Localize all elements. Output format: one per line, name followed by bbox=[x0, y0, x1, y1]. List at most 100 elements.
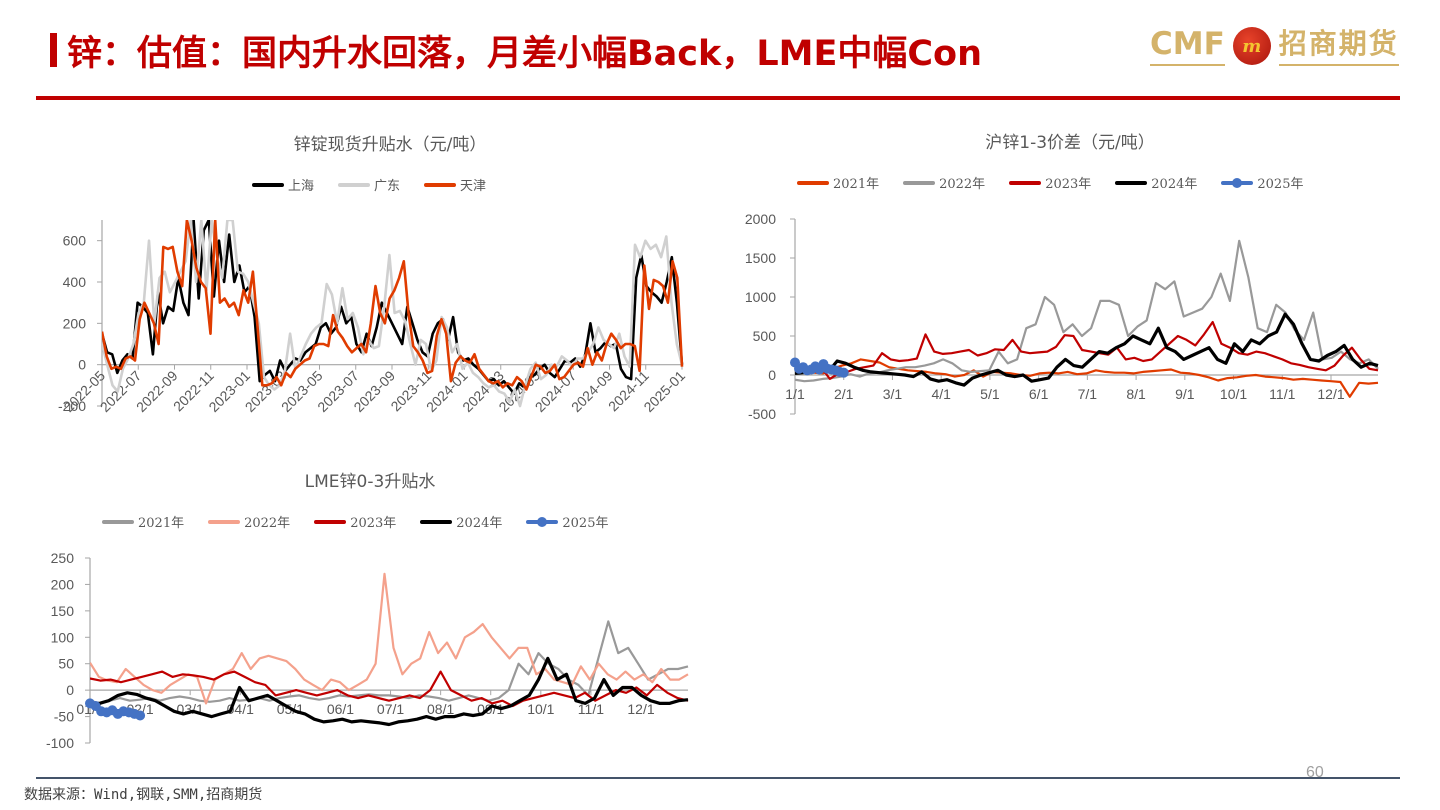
y-tick-label: 1000 bbox=[745, 289, 776, 305]
y-tick-label: -500 bbox=[748, 406, 776, 422]
legend-label: 2023年 bbox=[1045, 177, 1092, 192]
y-tick-label: 150 bbox=[51, 603, 75, 619]
series-line-2023年 bbox=[795, 320, 1379, 380]
y-tick-label: 0 bbox=[66, 682, 74, 698]
y-tick-label: 0 bbox=[78, 357, 86, 373]
x-tick-label: 11/1 bbox=[578, 701, 604, 717]
chart-lme-spread-title: LME锌0-3升贴水 bbox=[304, 472, 436, 492]
legend-swatch-icon bbox=[526, 516, 559, 527]
legend-label: 2021年 bbox=[138, 516, 185, 531]
series-line-2021年 bbox=[795, 358, 1379, 398]
x-tick-label: 10/1 bbox=[527, 701, 554, 717]
legend-swatch-icon bbox=[1115, 180, 1148, 185]
legend-swatch-icon bbox=[208, 519, 241, 524]
logo-badge-icon: m bbox=[1232, 27, 1271, 65]
chart-lme-spread-legend: 2021年 2022年 2023年 2024年 2025年 bbox=[102, 512, 632, 531]
x-tick-label: 08/1 bbox=[427, 701, 454, 717]
logo-chinese-text: 招商期货 bbox=[1278, 26, 1399, 66]
legend-label: 2022年 bbox=[244, 516, 291, 531]
title-divider bbox=[36, 96, 1400, 100]
y-tick-label: 2000 bbox=[745, 211, 776, 227]
legend-label: 2025年 bbox=[1257, 177, 1304, 192]
legend-item: 2021年 bbox=[102, 512, 184, 531]
data-source-note: 数据来源：Wind,钢联,SMM,招商期货 bbox=[24, 787, 263, 803]
y-tick-label: -50 bbox=[54, 709, 74, 725]
legend-item: 2024年 bbox=[1115, 173, 1197, 192]
series-line-2022年 bbox=[90, 572, 689, 705]
x-tick-label: 8/1 bbox=[1126, 386, 1146, 402]
legend-swatch-icon bbox=[420, 519, 453, 524]
y-tick-label: 200 bbox=[63, 315, 87, 331]
legend-item: 2023年 bbox=[314, 512, 396, 531]
title-accent-bar bbox=[50, 33, 57, 67]
legend-item: 天津 bbox=[424, 175, 486, 194]
y-tick-label: 500 bbox=[753, 328, 777, 344]
series-marker bbox=[135, 710, 146, 721]
x-tick-label: 1/1 bbox=[785, 386, 805, 402]
chart-spot-premium-legend: 上海 广东 天津 bbox=[252, 175, 510, 194]
legend-swatch-icon bbox=[252, 182, 284, 187]
title-text: 锌：估值：国内升水回落，月差小幅Back，LME中幅Con bbox=[67, 33, 983, 74]
y-tick-label: 400 bbox=[63, 274, 87, 290]
y-tick-label: -200 bbox=[58, 398, 86, 414]
x-tick-label: 07/1 bbox=[377, 701, 404, 717]
x-tick-label: 4/1 bbox=[931, 386, 951, 402]
legend-swatch-icon bbox=[424, 182, 457, 187]
legend-label: 天津 bbox=[460, 179, 487, 194]
chart-shfe-spread-title: 沪锌1-3价差（元/吨） bbox=[985, 133, 1155, 153]
x-tick-label: 12/1 bbox=[1317, 386, 1344, 402]
series-marker bbox=[838, 367, 849, 378]
legend-label: 2022年 bbox=[939, 177, 986, 192]
legend-item: 上海 bbox=[252, 175, 314, 194]
logo-cmf-text: CMF bbox=[1150, 26, 1225, 66]
x-tick-label: 3/1 bbox=[883, 386, 903, 402]
legend-label: 2021年 bbox=[833, 177, 880, 192]
legend-label: 2023年 bbox=[350, 516, 397, 531]
legend-label: 2024年 bbox=[1151, 177, 1198, 192]
legend-item: 2022年 bbox=[208, 512, 290, 531]
legend-item: 2025年 bbox=[1221, 173, 1303, 192]
series-line-2023年 bbox=[90, 670, 689, 708]
legend-label: 广东 bbox=[374, 179, 401, 194]
chart-shfe-spread-legend: 2021年 2022年 2023年 2024年 2025年 bbox=[797, 173, 1327, 192]
y-tick-label: 250 bbox=[51, 550, 75, 566]
x-tick-label: 10/1 bbox=[1220, 386, 1247, 402]
series-line-2024年 bbox=[90, 656, 689, 727]
y-tick-label: 600 bbox=[63, 233, 87, 249]
legend-item: 2021年 bbox=[797, 173, 879, 192]
x-tick-label: 2/1 bbox=[834, 386, 854, 402]
x-tick-label: 2025-01 bbox=[640, 367, 688, 415]
series-line-2022年 bbox=[795, 239, 1379, 383]
x-tick-label: 6/1 bbox=[1029, 386, 1049, 402]
legend-item: 2023年 bbox=[1009, 173, 1091, 192]
chart-spot-premium-title: 锌锭现货升贴水（元/吨） bbox=[293, 135, 487, 155]
y-tick-label: 200 bbox=[51, 576, 75, 592]
legend-label: 2024年 bbox=[456, 516, 503, 531]
legend-swatch-icon bbox=[903, 180, 936, 185]
legend-label: 上海 bbox=[288, 179, 315, 194]
legend-swatch-icon bbox=[1009, 180, 1042, 185]
legend-item: 2024年 bbox=[420, 512, 502, 531]
legend-item: 2022年 bbox=[903, 173, 985, 192]
company-logo: CMF m 招商期货 bbox=[1150, 26, 1399, 66]
series-line-2024年 bbox=[795, 312, 1379, 387]
legend-swatch-icon bbox=[314, 519, 347, 524]
legend-swatch-icon bbox=[797, 180, 829, 185]
x-tick-label: 12/1 bbox=[627, 701, 654, 717]
legend-item: 广东 bbox=[338, 175, 400, 194]
legend-swatch-icon bbox=[102, 519, 134, 524]
x-tick-label: 9/1 bbox=[1175, 386, 1195, 402]
y-tick-label: 1500 bbox=[745, 250, 776, 266]
y-tick-label: -100 bbox=[46, 735, 74, 751]
chart-spot-premium-plot: -20002004006002022-052022-072022-092022-… bbox=[58, 220, 688, 415]
x-tick-label: 5/1 bbox=[980, 386, 1000, 402]
x-tick-label: 06/1 bbox=[327, 701, 354, 717]
footer-divider bbox=[36, 777, 1400, 779]
legend-item: 2025年 bbox=[526, 512, 608, 531]
y-tick-label: 50 bbox=[58, 656, 74, 672]
chart-shfe-spread-plot: -500 0 500 1000 1500 2000 1/1 2/1 3/1 4/1 5/1 6/1 7/… bbox=[745, 211, 1379, 422]
x-tick-label: 7/1 bbox=[1078, 386, 1098, 402]
legend-swatch-icon bbox=[1221, 177, 1254, 188]
legend-label: 2025年 bbox=[562, 516, 609, 531]
